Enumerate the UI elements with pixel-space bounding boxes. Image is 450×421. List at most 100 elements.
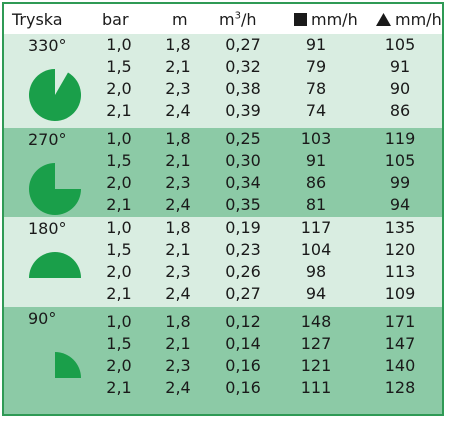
square-rate-cell: 117 — [300, 218, 332, 237]
header-nozzle: Tryska — [12, 10, 63, 29]
pressure-cell: 2,1 — [106, 378, 132, 397]
nozzle-angle-label: 180° — [28, 219, 67, 238]
nozzle-group: 270° 1,0 1,8 0,25 103 119 1,5 2,1 0,30 91 105 2,0 2,… — [4, 128, 442, 217]
flow-cell: 0,30 — [225, 151, 261, 170]
triangle-rate-cell: 113 — [384, 262, 416, 281]
pressure-cell: 1,5 — [106, 334, 132, 353]
radius-cell: 1,8 — [165, 218, 191, 237]
table-row: 1,5 2,1 0,23 104 120 — [4, 239, 442, 261]
flow-cell: 0,12 — [225, 312, 261, 331]
spray-pattern-icon — [29, 252, 81, 278]
table-row: 2,0 2,3 0,34 86 99 — [4, 172, 442, 194]
nozzle-group: 330° 1,0 1,8 0,27 91 105 1,5 2,1 0,32 79 91 2,0 2,3 0… — [4, 34, 442, 128]
triangle-rate-cell: 91 — [389, 57, 411, 76]
nozzle-group: 90° 1,0 1,8 0,12 148 171 1,5 2,1 0,14 127 147 2,0 2,… — [4, 307, 442, 414]
triangle-rate-cell: 94 — [389, 195, 411, 214]
spray-pattern-icon — [55, 352, 81, 378]
flow-cell: 0,16 — [225, 378, 261, 397]
spray-pattern-icon — [29, 69, 82, 121]
square-rate-cell: 111 — [300, 378, 332, 397]
flow-cell: 0,19 — [225, 218, 261, 237]
triangle-spacing-icon — [376, 13, 391, 26]
radius-cell: 2,3 — [165, 173, 191, 192]
table-row: 2,1 2,4 0,35 81 94 — [4, 194, 442, 216]
table-row: 1,5 2,1 0,32 79 91 — [4, 56, 442, 78]
table-row: 2,1 2,4 0,27 94 109 — [4, 283, 442, 305]
nozzle-angle-label: 270° — [28, 130, 67, 149]
radius-cell: 2,4 — [165, 101, 191, 120]
radius-cell: 2,3 — [165, 79, 191, 98]
square-rate-cell: 86 — [305, 173, 327, 192]
header-bar: bar — [102, 10, 129, 29]
pressure-cell: 2,1 — [106, 284, 132, 303]
square-rate-cell: 78 — [305, 79, 327, 98]
flow-cell: 0,32 — [225, 57, 261, 76]
pressure-cell: 2,1 — [106, 101, 132, 120]
square-rate-cell: 81 — [305, 195, 327, 214]
spray-pattern-icon — [29, 163, 81, 215]
triangle-rate-cell: 90 — [389, 79, 411, 98]
triangle-rate-cell: 109 — [384, 284, 416, 303]
nozzle-table: Tryska bar m m3/h mm/h mm/h 330° 1,0 1,8 0,… — [2, 2, 444, 416]
radius-cell: 2,1 — [165, 334, 191, 353]
square-rate-cell: 74 — [305, 101, 327, 120]
pressure-cell: 1,5 — [106, 240, 132, 259]
table-row: 2,0 2,3 0,16 121 140 — [4, 355, 442, 377]
table-row: 2,0 2,3 0,26 98 113 — [4, 261, 442, 283]
radius-cell: 1,8 — [165, 35, 191, 54]
pressure-cell: 1,5 — [106, 57, 132, 76]
triangle-rate-cell: 128 — [384, 378, 416, 397]
radius-cell: 2,4 — [165, 378, 191, 397]
header-triangle-rate: mm/h — [376, 10, 442, 29]
square-rate-cell: 94 — [305, 284, 327, 303]
square-rate-cell: 98 — [305, 262, 327, 281]
table-row: 1,0 1,8 0,19 117 135 — [4, 217, 442, 239]
square-rate-cell: 103 — [300, 129, 332, 148]
flow-cell: 0,23 — [225, 240, 261, 259]
table-row: 1,0 1,8 0,27 91 105 — [4, 34, 442, 56]
pressure-cell: 1,5 — [106, 151, 132, 170]
radius-cell: 1,8 — [165, 129, 191, 148]
triangle-rate-cell: 105 — [384, 35, 416, 54]
flow-cell: 0,14 — [225, 334, 261, 353]
radius-cell: 2,4 — [165, 284, 191, 303]
table-row: 1,0 1,8 0,25 103 119 — [4, 128, 442, 150]
radius-cell: 1,8 — [165, 312, 191, 331]
pressure-cell: 1,0 — [106, 312, 132, 331]
flow-cell: 0,25 — [225, 129, 261, 148]
radius-cell: 2,1 — [165, 151, 191, 170]
table-row: 2,1 2,4 0,39 74 86 — [4, 100, 442, 122]
pressure-cell: 2,0 — [106, 79, 132, 98]
flow-cell: 0,35 — [225, 195, 261, 214]
nozzle-angle-label: 330° — [28, 36, 67, 55]
triangle-rate-cell: 171 — [384, 312, 416, 331]
square-rate-cell: 91 — [305, 151, 327, 170]
flow-cell: 0,38 — [225, 79, 261, 98]
header-flow: m3/h — [219, 10, 257, 29]
table-header: Tryska bar m m3/h mm/h mm/h — [4, 4, 442, 34]
square-spacing-icon — [294, 13, 307, 26]
triangle-rate-cell: 120 — [384, 240, 416, 259]
radius-cell: 2,4 — [165, 195, 191, 214]
nozzle-group: 180° 1,0 1,8 0,19 117 135 1,5 2,1 0,23 104 120 2,0 2… — [4, 217, 442, 307]
flow-cell: 0,16 — [225, 356, 261, 375]
flow-cell: 0,26 — [225, 262, 261, 281]
table-row: 2,0 2,3 0,38 78 90 — [4, 78, 442, 100]
table-row: 1,5 2,1 0,30 91 105 — [4, 150, 442, 172]
radius-cell: 2,1 — [165, 57, 191, 76]
table-row: 2,1 2,4 0,16 111 128 — [4, 377, 442, 399]
triangle-rate-cell: 140 — [384, 356, 416, 375]
pressure-cell: 1,0 — [106, 35, 132, 54]
square-rate-cell: 79 — [305, 57, 327, 76]
square-rate-cell: 104 — [300, 240, 332, 259]
triangle-rate-cell: 105 — [384, 151, 416, 170]
pressure-cell: 2,0 — [106, 356, 132, 375]
square-rate-cell: 91 — [305, 35, 327, 54]
radius-cell: 2,3 — [165, 262, 191, 281]
triangle-rate-cell: 119 — [384, 129, 416, 148]
flow-cell: 0,27 — [225, 284, 261, 303]
table-row: 1,0 1,8 0,12 148 171 — [4, 311, 442, 333]
header-m: m — [172, 10, 188, 29]
pressure-cell: 2,0 — [106, 262, 132, 281]
radius-cell: 2,1 — [165, 240, 191, 259]
